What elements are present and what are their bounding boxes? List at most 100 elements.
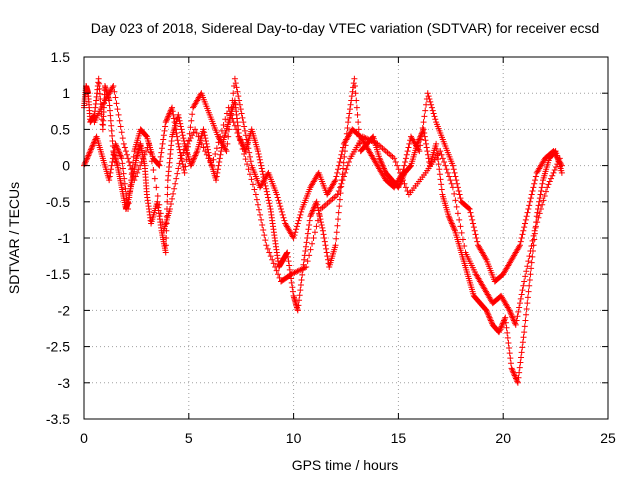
data-point bbox=[173, 130, 180, 137]
data-point bbox=[400, 177, 407, 184]
data-point bbox=[451, 190, 458, 197]
data-point bbox=[522, 273, 529, 280]
data-point bbox=[121, 180, 128, 187]
data-point bbox=[428, 104, 435, 111]
data-point bbox=[407, 163, 414, 170]
data-point bbox=[528, 242, 535, 249]
data-point bbox=[157, 210, 164, 217]
data-point bbox=[509, 313, 516, 320]
data-point bbox=[422, 107, 429, 114]
data-point bbox=[171, 185, 178, 192]
data-point bbox=[178, 152, 185, 159]
data-point bbox=[276, 200, 283, 207]
data-point bbox=[337, 184, 344, 191]
data-point bbox=[514, 379, 521, 386]
data-point bbox=[163, 235, 170, 241]
data-point bbox=[418, 136, 425, 143]
data-point bbox=[118, 153, 125, 160]
data-point bbox=[516, 300, 523, 307]
data-point bbox=[231, 122, 238, 129]
data-point bbox=[239, 114, 246, 121]
data-point bbox=[519, 231, 526, 238]
data-point bbox=[163, 117, 170, 124]
data-point bbox=[517, 238, 524, 245]
data-point bbox=[264, 245, 271, 252]
data-point bbox=[118, 155, 125, 162]
data-point bbox=[514, 313, 521, 320]
data-point bbox=[371, 139, 378, 146]
data-point bbox=[470, 224, 477, 231]
data-point bbox=[335, 216, 342, 223]
data-point bbox=[531, 180, 538, 187]
data-point bbox=[262, 237, 269, 244]
data-point bbox=[307, 211, 314, 218]
data-point bbox=[445, 213, 452, 220]
data-point bbox=[437, 176, 444, 183]
data-point bbox=[401, 162, 408, 169]
data-point bbox=[512, 321, 519, 328]
data-point bbox=[514, 378, 521, 385]
data-point bbox=[191, 153, 198, 160]
data-point bbox=[192, 126, 199, 133]
data-point bbox=[556, 155, 563, 162]
data-point bbox=[337, 155, 344, 162]
data-point bbox=[438, 181, 445, 188]
data-point bbox=[189, 158, 196, 165]
data-point bbox=[182, 163, 189, 170]
data-point bbox=[174, 133, 181, 140]
data-point bbox=[218, 148, 225, 155]
data-point bbox=[528, 265, 535, 272]
data-point bbox=[450, 166, 457, 173]
data-point bbox=[197, 137, 204, 144]
data-point bbox=[443, 166, 450, 173]
data-point bbox=[348, 93, 355, 100]
data-point bbox=[527, 271, 534, 278]
data-point bbox=[125, 206, 132, 213]
data-point bbox=[153, 184, 160, 191]
data-point bbox=[486, 314, 493, 321]
data-point bbox=[177, 123, 184, 130]
data-point bbox=[113, 143, 120, 150]
data-point bbox=[122, 148, 129, 155]
y-tick-label: 0.5 bbox=[51, 121, 71, 137]
data-point bbox=[426, 95, 433, 102]
data-point bbox=[506, 307, 513, 314]
data-point bbox=[267, 253, 274, 260]
data-point bbox=[178, 126, 185, 133]
data-point bbox=[401, 180, 408, 187]
data-point bbox=[336, 203, 343, 210]
data-point bbox=[334, 191, 341, 198]
data-point bbox=[215, 139, 222, 146]
y-axis-label: SDTVAR / TECUs bbox=[6, 182, 22, 294]
data-point bbox=[165, 113, 172, 120]
data-point bbox=[425, 93, 432, 100]
data-point bbox=[518, 349, 525, 356]
data-point bbox=[528, 191, 535, 198]
data-point bbox=[524, 263, 531, 270]
data-point bbox=[517, 359, 524, 366]
data-point bbox=[364, 135, 371, 142]
data-point bbox=[344, 162, 351, 169]
data-point bbox=[553, 164, 560, 171]
data-point bbox=[436, 166, 443, 173]
data-point bbox=[119, 165, 126, 172]
data-point bbox=[106, 107, 113, 114]
data-point bbox=[204, 146, 211, 153]
data-point bbox=[484, 308, 491, 315]
data-point bbox=[452, 173, 459, 180]
data-point bbox=[323, 249, 330, 256]
data-point bbox=[208, 162, 215, 169]
data-point bbox=[417, 142, 424, 149]
data-point bbox=[288, 279, 295, 286]
data-point bbox=[263, 242, 270, 249]
data-point bbox=[306, 252, 313, 259]
data-point bbox=[292, 269, 299, 276]
data-point bbox=[436, 171, 443, 178]
data-point bbox=[510, 369, 517, 376]
data-point bbox=[521, 220, 528, 227]
data-point bbox=[424, 90, 431, 97]
data-point bbox=[167, 200, 174, 207]
data-point bbox=[484, 310, 491, 317]
data-point bbox=[270, 260, 277, 267]
data-point bbox=[512, 320, 519, 327]
